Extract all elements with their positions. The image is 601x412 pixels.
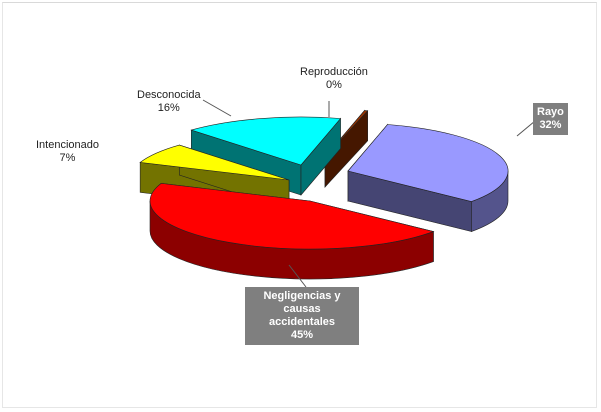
slice-percent: 32% <box>539 119 562 131</box>
slice-percent: 7% <box>59 152 76 164</box>
pie-slice-0 <box>347 123 509 232</box>
slice-label-negligencias: Negligencias y causas accidentales 45% <box>245 287 359 345</box>
slice-name: Rayo <box>537 106 564 118</box>
slice-percent: 0% <box>325 79 342 91</box>
slice-label-rayo: Rayo 32% <box>533 103 568 135</box>
pie-chart <box>139 109 509 280</box>
leader-line-desconocida <box>202 99 232 117</box>
slice-label-desconocida: Desconocida 16% <box>137 89 201 115</box>
slice-name: Negligencias y causas accidentales <box>263 290 341 328</box>
pie-slice-1 <box>149 183 435 280</box>
slice-name: Desconocida <box>137 89 201 101</box>
slice-percent: 45% <box>290 329 314 341</box>
leader-line-negligencias <box>288 264 307 288</box>
leader-lines <box>202 99 536 288</box>
slice-name: Intencionado <box>36 139 99 151</box>
chart-frame: Reproducción 0% Desconocida 16% Intencio… <box>2 2 597 408</box>
slice-name: Reproducción <box>300 66 368 78</box>
leader-line-rayo <box>516 120 536 137</box>
slice-label-reproduccion: Reproducción 0% <box>300 66 368 92</box>
slice-percent: 16% <box>157 102 180 114</box>
slice-label-intencionado: Intencionado 7% <box>36 139 99 165</box>
